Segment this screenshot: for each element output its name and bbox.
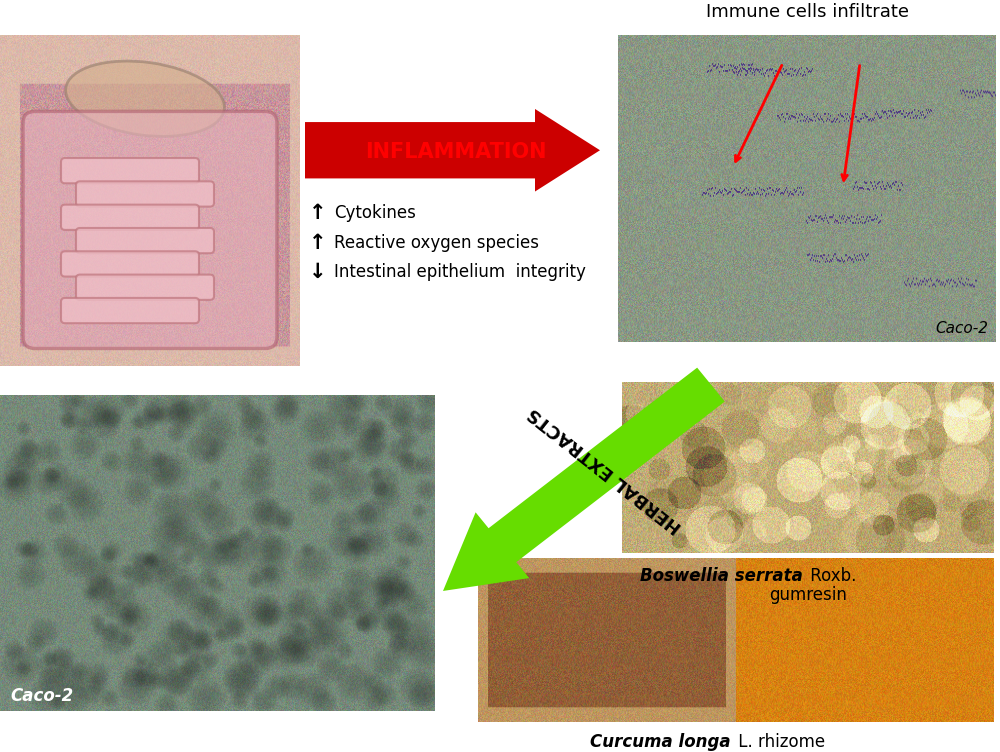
FancyBboxPatch shape [61, 205, 199, 230]
FancyBboxPatch shape [76, 274, 214, 300]
Text: HERBAL EXTRACTS: HERBAL EXTRACTS [525, 404, 686, 536]
Text: Reactive oxygen species: Reactive oxygen species [334, 234, 539, 252]
Text: Caco-2: Caco-2 [935, 321, 988, 336]
Text: ↑: ↑ [309, 203, 327, 223]
FancyBboxPatch shape [23, 111, 277, 348]
FancyBboxPatch shape [61, 251, 199, 277]
Text: Intestinal epithelium  integrity: Intestinal epithelium integrity [334, 262, 586, 280]
Text: Roxb.: Roxb. [805, 567, 856, 585]
Text: Immune cells infiltrate: Immune cells infiltrate [706, 3, 908, 21]
FancyArrow shape [305, 109, 600, 192]
FancyArrow shape [445, 369, 723, 590]
Ellipse shape [66, 61, 224, 136]
FancyBboxPatch shape [76, 228, 214, 253]
FancyBboxPatch shape [61, 158, 199, 183]
Text: Cytokines: Cytokines [334, 205, 416, 223]
FancyBboxPatch shape [61, 298, 199, 323]
Text: ↑: ↑ [309, 232, 327, 253]
Text: INFLAMMATION: INFLAMMATION [365, 142, 546, 162]
Text: ↓: ↓ [309, 262, 327, 282]
Text: Boswellia serrata: Boswellia serrata [640, 567, 803, 585]
FancyBboxPatch shape [76, 181, 214, 207]
Text: Curcuma longa: Curcuma longa [590, 733, 731, 751]
Text: Caco-2: Caco-2 [10, 687, 73, 705]
Text: gumresin: gumresin [769, 587, 847, 605]
Text: L. rhizome: L. rhizome [733, 733, 825, 751]
